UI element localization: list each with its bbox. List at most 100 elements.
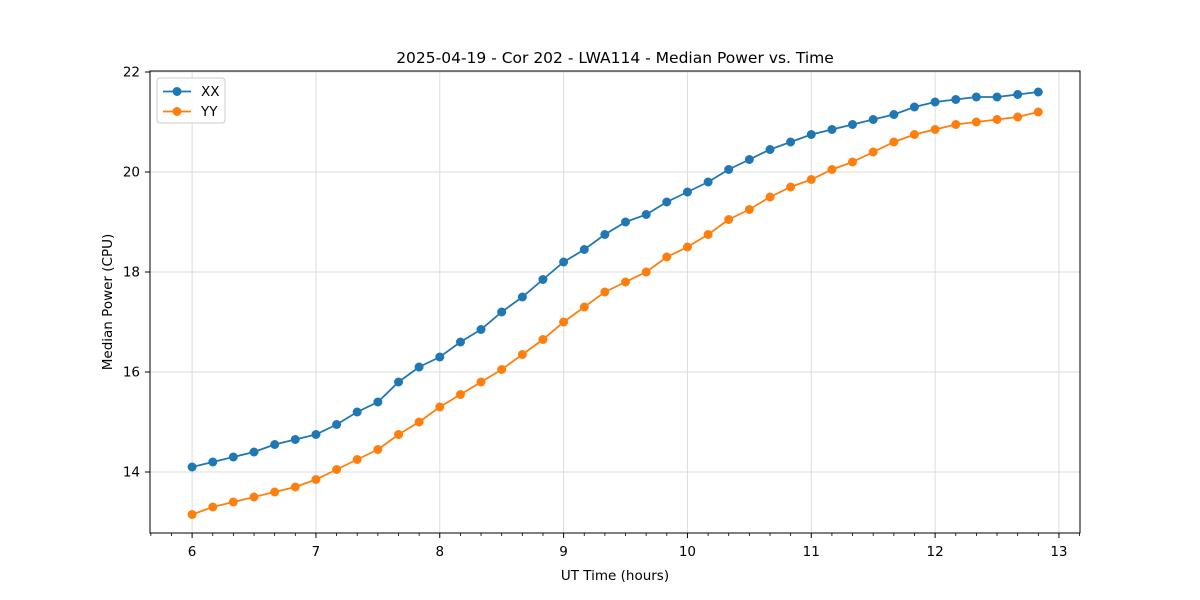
series-xx-marker	[909, 102, 919, 112]
legend-yy-marker-icon	[172, 107, 182, 116]
series-yy-marker	[332, 465, 342, 474]
legend-xx-marker-icon	[172, 87, 182, 96]
y-tick-label: 18	[123, 265, 140, 281]
series-xx-marker	[703, 177, 713, 187]
series-xx-marker	[765, 145, 775, 154]
series-xx-marker	[497, 307, 507, 317]
series-yy-marker	[827, 165, 837, 174]
x-tick-label: 10	[679, 544, 696, 560]
series-yy-marker	[579, 302, 589, 312]
series-yy-marker	[909, 130, 919, 139]
series-xx-marker	[641, 210, 651, 219]
x-tick-label: 7	[312, 544, 321, 560]
series-yy-marker	[621, 277, 631, 287]
series-xx-marker	[806, 130, 816, 139]
y-tick-label: 14	[123, 465, 140, 481]
series-xx-marker	[455, 337, 465, 347]
series-yy-marker	[600, 287, 610, 297]
series-yy-marker	[662, 252, 672, 262]
x-axis-label: UT Time (hours)	[561, 568, 669, 584]
series-xx-marker	[971, 92, 981, 102]
series-xx-marker	[538, 275, 548, 284]
x-tick-label: 6	[188, 544, 197, 560]
series-xx-marker	[682, 187, 692, 197]
series-yy-marker	[641, 267, 651, 277]
series-xx-marker	[1013, 90, 1023, 99]
series-xx-marker	[559, 257, 569, 267]
series-yy-marker	[889, 137, 899, 147]
series-xx-marker	[208, 457, 218, 467]
series-xx-marker	[228, 452, 238, 462]
series-yy-marker	[724, 215, 734, 224]
series-xx-marker	[187, 462, 197, 472]
legend: XX YY	[156, 77, 226, 124]
series-xx-marker	[249, 447, 259, 457]
series-xx-marker	[1033, 87, 1043, 97]
series-yy-marker	[744, 205, 754, 214]
series-xx-marker	[290, 435, 300, 444]
series-yy-marker	[373, 445, 383, 454]
legend-yy-label: YY	[200, 104, 218, 120]
series-yy-marker	[249, 492, 259, 502]
y-tick-label: 16	[123, 365, 140, 381]
series-yy-marker	[476, 377, 486, 387]
series-xx-marker	[724, 165, 734, 174]
series-yy-marker	[352, 455, 362, 464]
series-xx-marker	[476, 325, 486, 334]
series-yy-marker	[435, 402, 445, 412]
series-yy-marker	[786, 182, 796, 192]
series-xx-marker	[848, 120, 858, 129]
series-yy-marker	[1033, 107, 1043, 117]
x-tick-label: 11	[803, 544, 820, 560]
series-xx-marker	[662, 197, 672, 207]
y-axis-label: Median Power (CPU)	[100, 234, 116, 370]
series-xx-marker	[744, 155, 754, 164]
series-xx-marker	[579, 245, 589, 254]
x-tick-label: 8	[435, 544, 444, 560]
y-tick-label: 20	[123, 165, 140, 181]
series-xx-marker	[373, 397, 383, 407]
series-xx-marker	[311, 430, 321, 439]
series-xx-marker	[394, 377, 404, 387]
series-yy-marker	[868, 147, 878, 157]
series-yy-marker	[1013, 112, 1023, 122]
x-tick-label: 9	[559, 544, 568, 560]
y-tick-label: 22	[123, 65, 140, 81]
series-layer	[187, 87, 1043, 519]
series-xx-marker	[332, 420, 342, 429]
series-yy-marker	[290, 482, 300, 492]
series-xx-marker	[786, 137, 796, 147]
x-tick-label: 13	[1050, 544, 1067, 560]
series-yy-marker	[765, 192, 775, 202]
series-yy-marker	[951, 120, 961, 129]
series-xx-marker	[600, 230, 610, 239]
series-xx-marker	[517, 292, 527, 302]
series-yy-marker	[538, 335, 548, 344]
series-xx-marker	[889, 110, 899, 119]
series-yy-marker	[394, 430, 404, 439]
series-xx-marker	[621, 217, 631, 227]
series-xx-marker	[827, 125, 837, 134]
grid-layer	[150, 71, 1080, 533]
series-yy-marker	[806, 175, 816, 184]
series-xx-marker	[951, 95, 961, 104]
series-yy-marker	[187, 510, 197, 519]
axes-layer: 6 7 8 9 10 11 12 13 14 16 18 20 22	[123, 65, 1081, 560]
series-xx-marker	[435, 352, 445, 362]
series-yy-marker	[992, 115, 1002, 124]
series-yy-marker	[703, 230, 713, 239]
series-yy-marker	[208, 502, 218, 512]
series-xx-marker	[414, 362, 424, 372]
series-xx-line	[191, 91, 1039, 468]
series-yy-marker	[455, 390, 465, 399]
series-yy-marker	[517, 350, 527, 359]
chart-title: 2025-04-19 - Cor 202 - LWA114 - Median P…	[396, 49, 834, 67]
series-yy-marker	[682, 242, 692, 252]
x-tick-label: 12	[927, 544, 944, 560]
series-yy-marker	[971, 117, 981, 127]
series-xx-marker	[930, 97, 940, 107]
series-yy-marker	[930, 125, 940, 134]
series-yy-marker	[497, 365, 507, 374]
